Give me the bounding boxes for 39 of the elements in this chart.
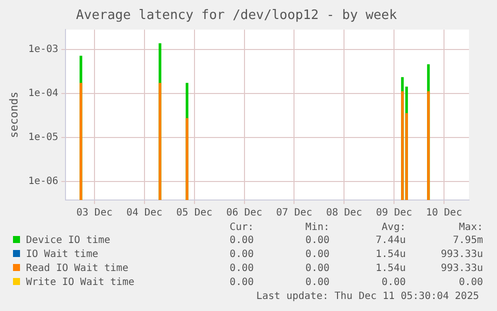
text: Avg: [380,222,407,234]
y-tick-label: 1e-03 [28,44,58,55]
text: 0.00 [304,234,331,248]
x-tick-label: 06 Dec [226,208,262,219]
x-tick-label: 05 Dec [176,208,212,219]
legend-label: Device IO time [25,234,112,248]
text: 0.00 [228,248,255,262]
text: 0.00 [380,276,407,290]
text: 993.33u [440,262,484,276]
text: 0.00 [228,276,255,290]
x-tick-label: 09 Dec [376,208,412,219]
legend-label: IO Wait time [25,248,100,262]
text: 0.00 [458,276,484,290]
x-tick-label: 08 Dec [326,208,362,219]
legend-label: Write IO Wait time [25,276,136,290]
y-tick-label: 1e-04 [28,88,58,99]
text: 0.00 [228,262,255,276]
chart-title: Average latency for /dev/loop12 - by week [76,8,398,24]
x-tick-label: 03 Dec [76,208,112,219]
legend-label: Read IO Wait time [25,262,130,276]
text: 0.00 [304,248,331,262]
text: 993.33u [440,248,484,262]
x-tick-label: 10 Dec [426,208,462,219]
text: 1.54u [374,248,407,262]
x-tick-label: 07 Dec [276,208,312,219]
text: Min: [304,222,331,234]
text: 1.54u [374,262,407,276]
text: 7.44u [374,234,407,248]
y-axis-title: seconds [7,92,20,138]
text: 0.00 [228,234,255,248]
text: 0.00 [304,262,331,276]
text: 0.00 [304,276,331,290]
y-tick-label: 1e-05 [28,132,58,144]
text: Last update: Thu Dec 11 05:30:04 2025 [255,291,480,302]
text: Max: [458,222,484,234]
text: 7.95m [452,234,484,248]
y-tick-label: 1e-06 [28,176,58,188]
x-tick-label: 04 Dec [126,208,162,219]
text: Cur: [228,222,255,234]
